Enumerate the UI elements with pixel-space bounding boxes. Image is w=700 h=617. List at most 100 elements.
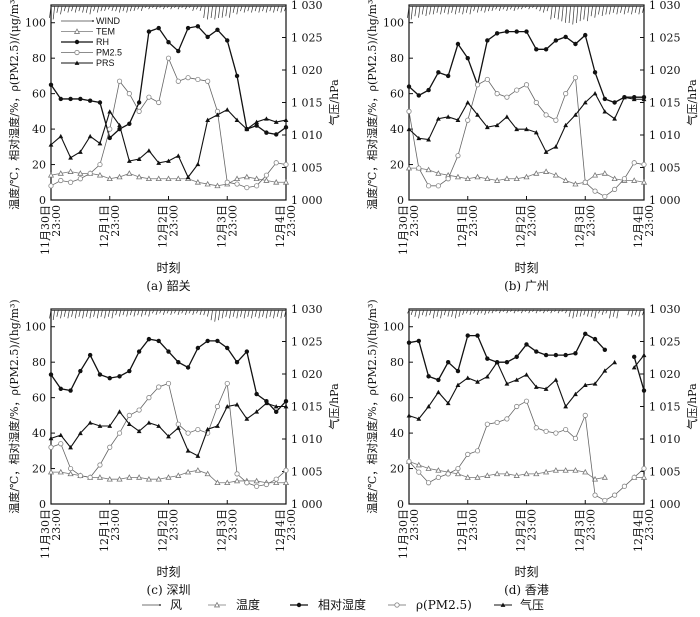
x-tick-date: 12月1日 xyxy=(98,509,111,552)
pm25-marker xyxy=(553,430,559,436)
pm25-marker xyxy=(263,481,270,488)
wind-barb xyxy=(89,5,92,15)
pm25-marker xyxy=(195,76,201,83)
pm25-marker xyxy=(273,476,279,482)
left-axis-label: 温度/℃，相对湿度/%，ρ(PM2.5)/(hg/m³) xyxy=(7,299,21,513)
pm25-marker xyxy=(107,126,113,132)
rh-marker xyxy=(107,375,112,381)
pm25-marker xyxy=(87,170,93,177)
left-tick-label: 100 xyxy=(383,321,404,334)
wind-barb xyxy=(247,309,250,317)
prs-marker xyxy=(283,404,289,409)
tem-marker xyxy=(282,179,290,185)
wind-barb xyxy=(469,5,472,15)
series-pm25 xyxy=(406,398,647,504)
wind-barb xyxy=(436,309,439,317)
left-tick-label: 40 xyxy=(32,427,46,440)
pm25-marker xyxy=(572,435,579,442)
x-tick-time: 23:00 xyxy=(408,509,421,541)
series-line xyxy=(50,56,287,189)
wind-barb xyxy=(104,309,107,319)
tem-marker xyxy=(484,472,491,478)
x-tick-date: 12月1日 xyxy=(456,205,469,248)
prs-marker xyxy=(185,448,191,453)
tem-marker xyxy=(194,179,201,185)
tem-marker xyxy=(503,175,510,182)
series-wind xyxy=(49,309,287,322)
pm25-marker xyxy=(563,426,569,433)
x-tick-date: 11月30日 xyxy=(397,509,410,559)
tem-marker xyxy=(513,472,520,478)
legend-label: 温度 xyxy=(236,597,260,612)
wind-barb xyxy=(568,5,571,24)
tem-marker xyxy=(77,170,84,176)
wind-barb xyxy=(265,309,268,319)
tem-marker xyxy=(552,467,559,473)
x-tick-time: 23:00 xyxy=(168,205,181,237)
rh-marker xyxy=(416,338,421,344)
wind-barb xyxy=(609,309,612,319)
prs-marker xyxy=(77,430,83,436)
wind-barb xyxy=(609,5,612,15)
wind-barb xyxy=(210,309,213,321)
wind-barb xyxy=(620,5,623,13)
wind-barb xyxy=(605,5,608,15)
tem-marker xyxy=(126,170,133,176)
wind-barb xyxy=(229,309,232,319)
prs-marker xyxy=(126,421,132,426)
wind-barb xyxy=(262,309,265,317)
prs-marker xyxy=(612,359,618,365)
x-tick-date: 12月2日 xyxy=(157,509,170,552)
left-tick-label: 100 xyxy=(25,321,46,334)
wind-barb xyxy=(240,309,243,317)
left-tick-label: 40 xyxy=(390,427,404,440)
wind-barb xyxy=(594,309,597,319)
wind-barb xyxy=(557,5,560,20)
pm25-marker xyxy=(165,380,172,387)
x-tick-date: 12月4日 xyxy=(274,205,287,248)
tem-marker xyxy=(106,175,113,182)
x-tick-date: 12月3日 xyxy=(215,205,228,248)
wind-barb xyxy=(414,309,417,317)
rh-marker xyxy=(146,336,152,342)
right-tick-label: 1 030 xyxy=(291,0,323,12)
x-tick-date: 12月2日 xyxy=(515,205,528,248)
wind-barb xyxy=(254,309,257,317)
prs-marker xyxy=(475,112,480,117)
series-line xyxy=(408,332,606,381)
prs-marker xyxy=(166,434,171,439)
rh-marker xyxy=(455,41,461,47)
tem-marker xyxy=(562,177,569,183)
rh-marker xyxy=(87,98,93,103)
tem-marker xyxy=(464,175,471,182)
prs-marker xyxy=(195,161,201,167)
pm25-marker xyxy=(254,483,260,489)
rh-marker xyxy=(156,338,161,344)
prs-marker xyxy=(146,420,152,425)
wind-barb xyxy=(462,5,465,15)
x-tick-time: 23:00 xyxy=(109,509,122,541)
rh-marker xyxy=(264,130,269,135)
wind-barb xyxy=(74,5,78,13)
x-axis-label: 时刻 xyxy=(156,261,180,275)
rh-marker xyxy=(563,34,568,40)
pm25-marker xyxy=(136,407,142,413)
wind-barb xyxy=(407,5,410,18)
tem-marker xyxy=(454,470,462,477)
wind-barb xyxy=(207,309,210,317)
rh-marker xyxy=(87,352,93,358)
pm25-marker xyxy=(621,483,628,489)
rh-marker xyxy=(68,388,73,393)
pm25-marker xyxy=(214,403,221,410)
prs-marker xyxy=(612,116,618,121)
series-line xyxy=(633,356,645,391)
wind-barb xyxy=(52,309,56,321)
wind-barb xyxy=(96,309,100,319)
tem-marker xyxy=(194,467,201,473)
wind-barb xyxy=(425,5,428,17)
prs-marker xyxy=(602,368,608,373)
rh-marker xyxy=(176,359,181,365)
pm25-marker xyxy=(87,474,93,481)
